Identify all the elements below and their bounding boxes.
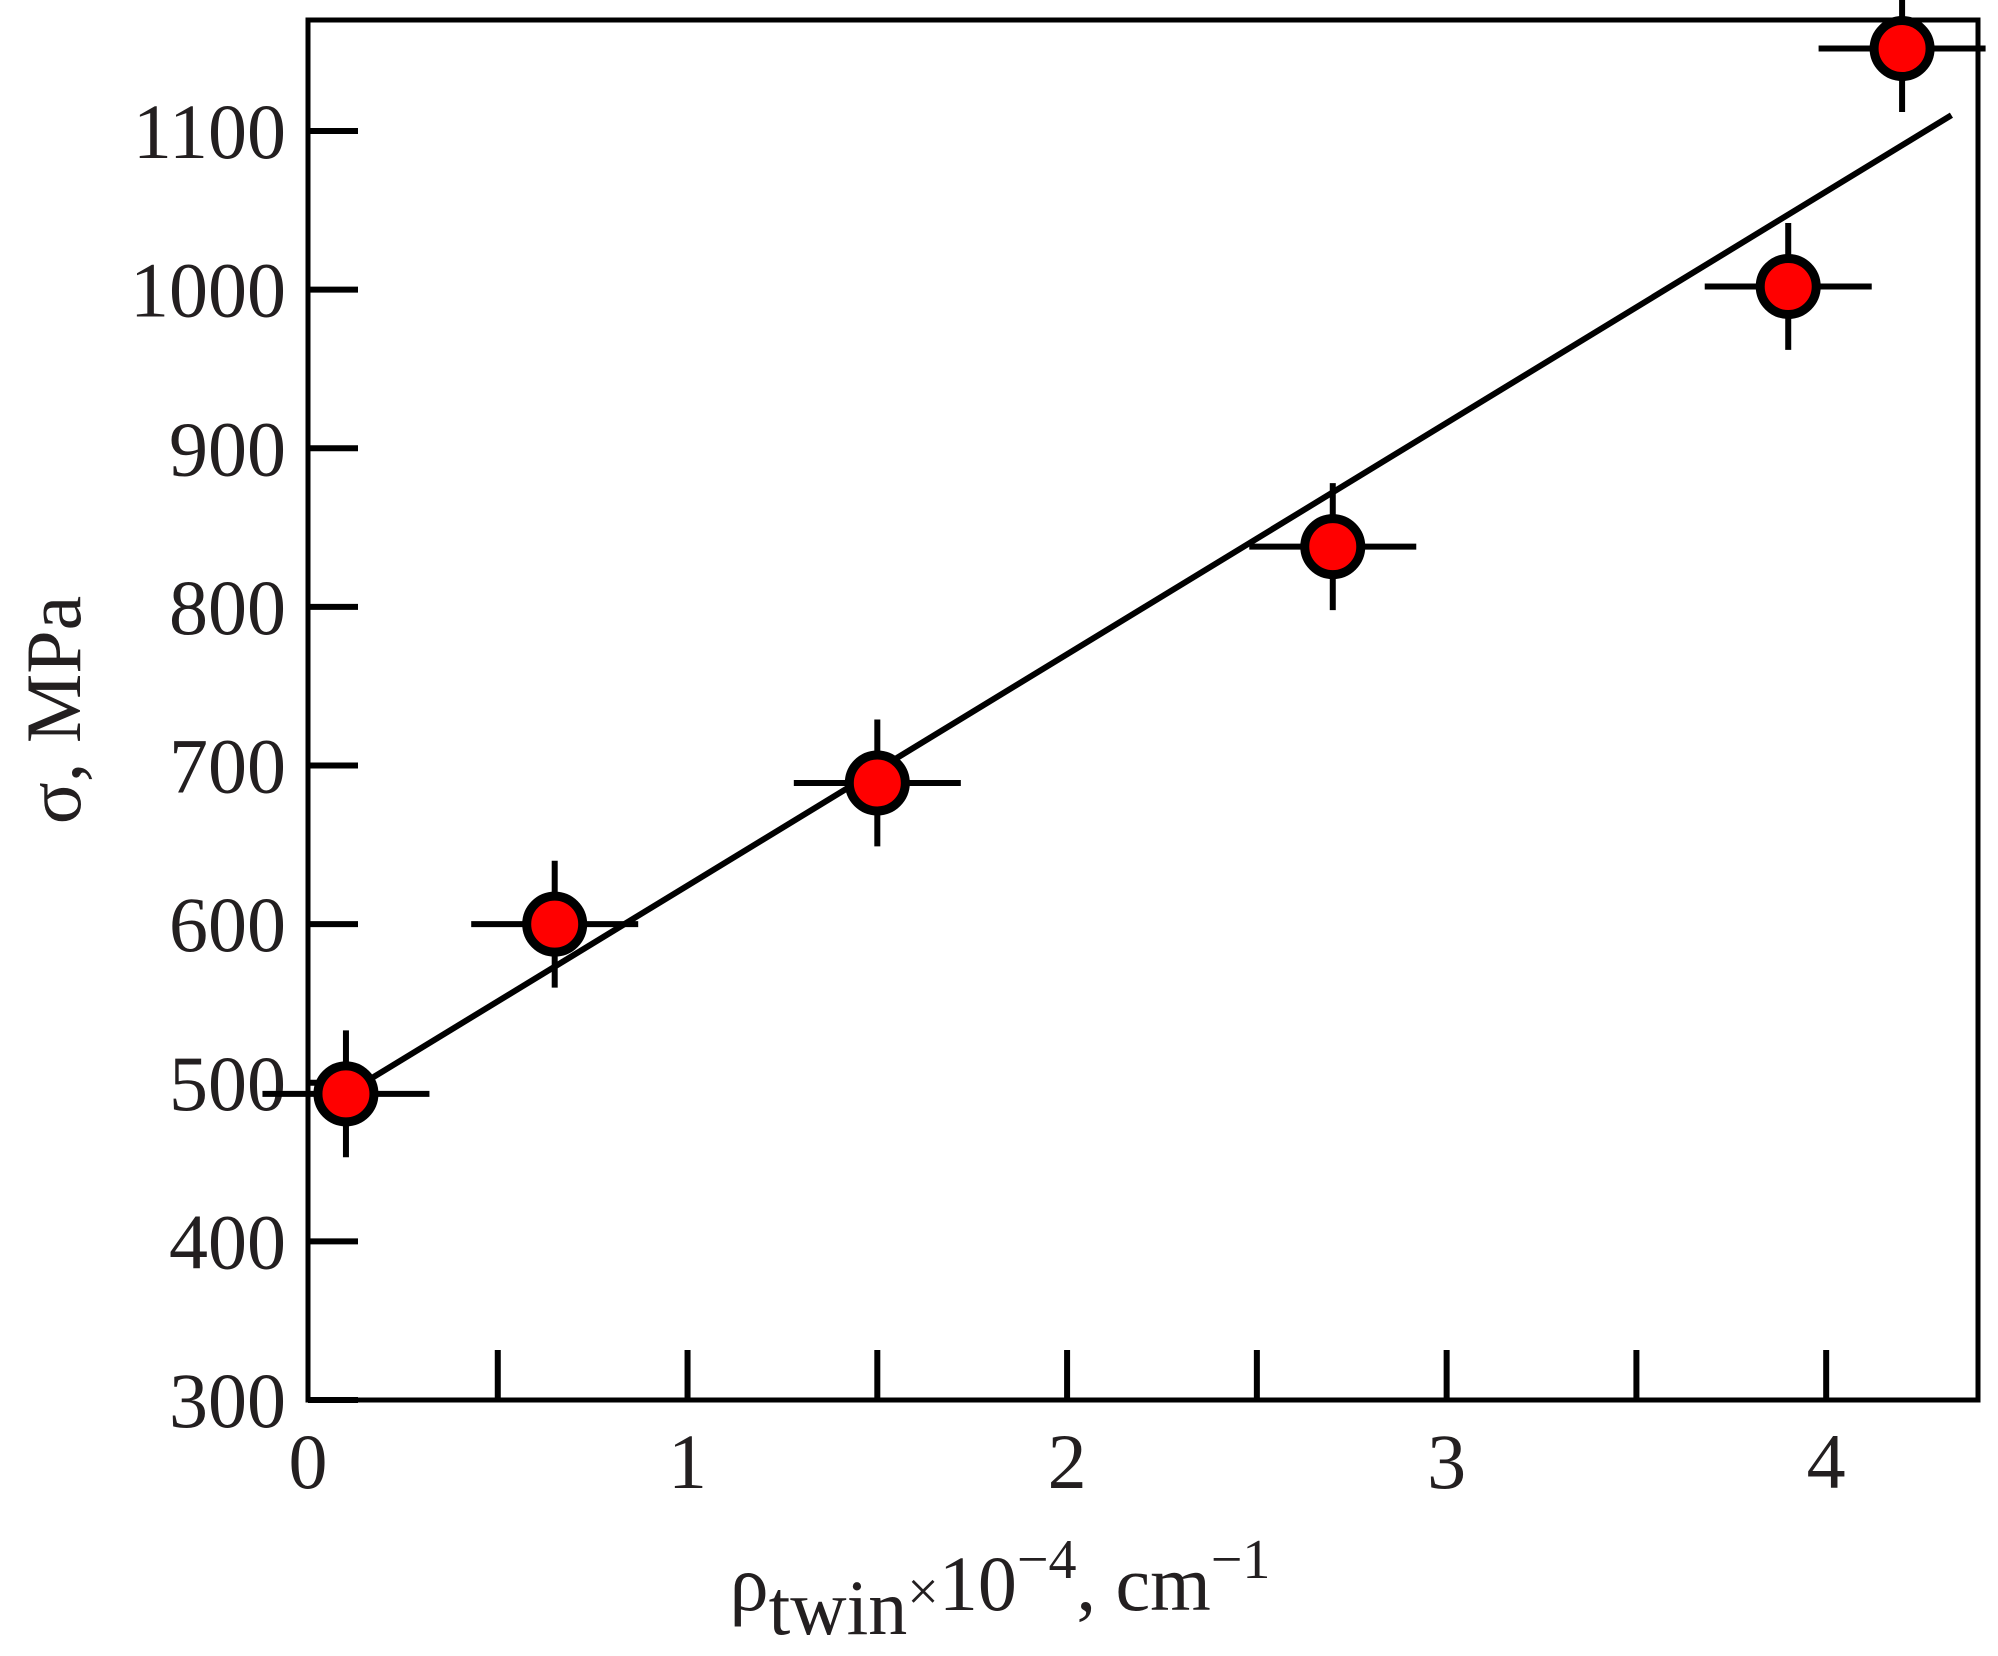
x-title-subscript: twin: [769, 1564, 908, 1651]
y-tick-label-700: 700: [169, 723, 286, 810]
fit-line: [344, 112, 1953, 1097]
x-title-unit: cm: [1115, 1540, 1210, 1627]
x-axis-tick-labels: 0 1 2 3 4: [289, 1418, 1846, 1505]
x-title-times: ×: [907, 1561, 939, 1623]
y-axis-ticks: [308, 128, 358, 1403]
x-axis-ticks: [494, 1350, 1830, 1400]
y-axis-title: σ, MPa: [10, 596, 97, 824]
fit-line-group: [344, 112, 1953, 1097]
y-tick-label-1100: 1100: [133, 88, 286, 175]
data-point-5: [1755, 253, 1821, 319]
y-axis-tick-labels: 300 400 500 600 700 800 900 1000 1100: [130, 88, 286, 1444]
x-tick-label-2: 2: [1048, 1418, 1087, 1505]
data-point-4: [1300, 514, 1366, 580]
x-tick-label-1: 1: [668, 1418, 707, 1505]
data-point-3: [844, 750, 910, 816]
y-tick-label-600: 600: [169, 881, 286, 968]
data-point-2: [522, 891, 588, 957]
x-title-unit-exponent: −1: [1211, 1529, 1271, 1591]
data-point-6: [1869, 16, 1935, 82]
plot-frame: [305, 17, 1981, 1403]
x-title-base: 10: [939, 1540, 1017, 1627]
x-title-exponent: −4: [1017, 1529, 1077, 1591]
y-tick-label-800: 800: [169, 564, 286, 651]
y-tick-label-500: 500: [169, 1040, 286, 1127]
x-title-unit-separator: ,: [1076, 1540, 1115, 1627]
x-tick-label-0: 0: [289, 1418, 328, 1505]
y-tick-label-1000: 1000: [130, 247, 286, 334]
x-tick-label-4: 4: [1807, 1418, 1846, 1505]
y-tick-label-300: 300: [169, 1357, 286, 1444]
x-title-symbol: ρ: [730, 1540, 769, 1627]
data-points: [313, 16, 1935, 1127]
x-axis-title: ρtwin×10−4, cm−1: [730, 1529, 1271, 1651]
data-point-1: [313, 1061, 379, 1127]
x-tick-label-3: 3: [1427, 1418, 1466, 1505]
y-tick-label-900: 900: [169, 405, 286, 492]
y-tick-label-400: 400: [169, 1198, 286, 1285]
